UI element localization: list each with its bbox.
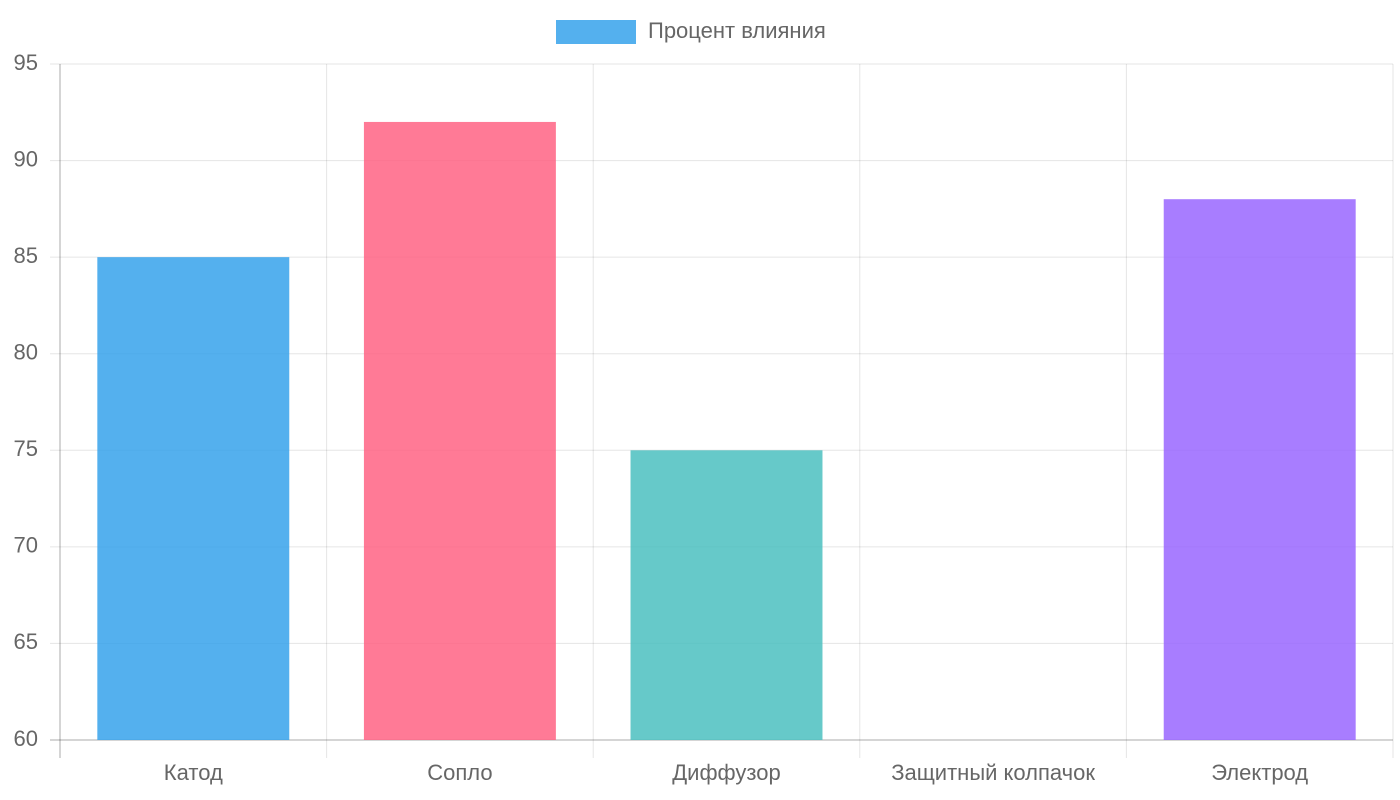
y-tick-label: 85 [14, 243, 38, 268]
x-tick-label: Катод [164, 760, 223, 785]
x-tick-label: Диффузор [672, 760, 780, 785]
x-tick-label: Защитный колпачок [891, 760, 1095, 785]
x-tick-label: Электрод [1211, 760, 1308, 785]
legend-swatch [556, 20, 636, 44]
y-tick-label: 70 [14, 533, 38, 558]
bar [1163, 199, 1356, 740]
y-tick-label: 75 [14, 436, 38, 461]
legend-label: Процент влияния [648, 18, 826, 43]
y-tick-label: 90 [14, 146, 38, 171]
bar [97, 257, 290, 740]
y-tick-label: 60 [14, 726, 38, 751]
x-tick-label: Сопло [427, 760, 492, 785]
bar [363, 121, 556, 740]
y-tick-label: 80 [14, 340, 38, 365]
bar [630, 450, 823, 740]
y-tick-label: 65 [14, 629, 38, 654]
y-tick-label: 95 [14, 50, 38, 75]
